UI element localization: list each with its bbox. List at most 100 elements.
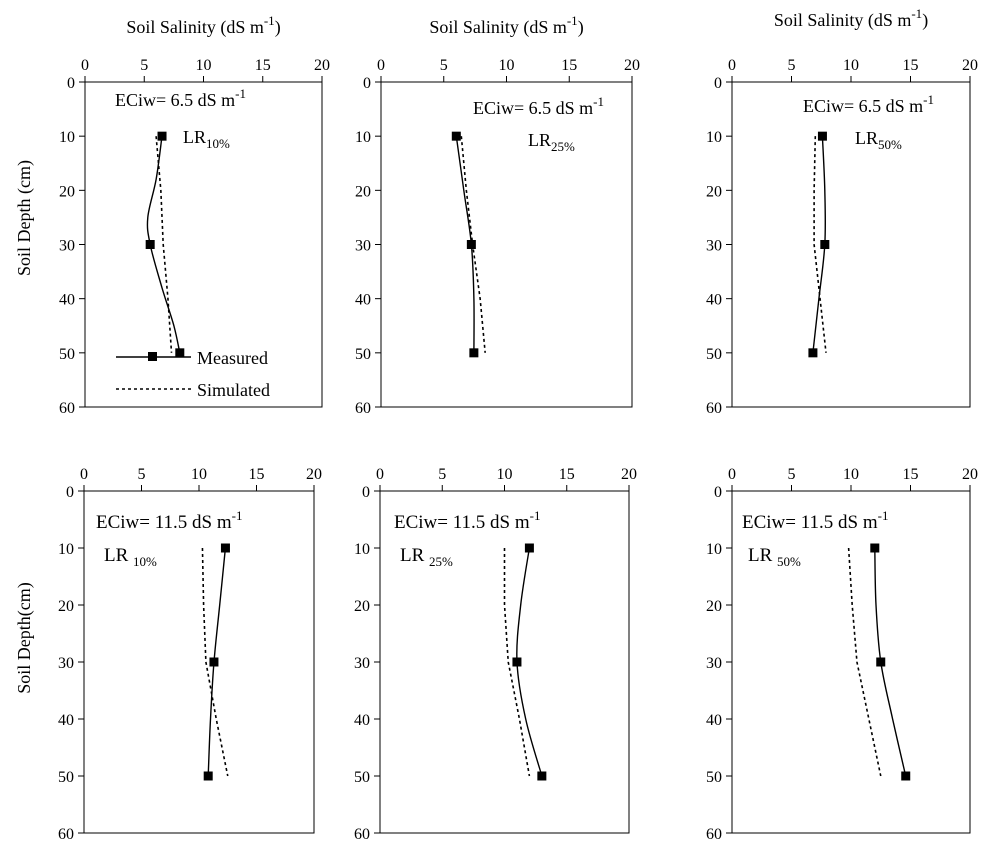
x-tick-label: 0	[728, 57, 736, 74]
y-tick-label: 10	[58, 541, 74, 558]
y-tick-label: 30	[59, 238, 75, 255]
y-tick-label: 50	[706, 769, 722, 786]
measured-point-marker	[220, 543, 230, 553]
y-tick-label: 30	[706, 655, 722, 672]
measured-point-marker	[209, 657, 219, 667]
x-tick-label: 15	[903, 466, 919, 483]
x-tick-label: 5	[138, 466, 146, 483]
simulated-series-line	[847, 547, 882, 777]
measured-point-marker	[451, 131, 461, 141]
eciw-annotation: ECiw= 6.5 dS m-1	[803, 92, 934, 116]
y-tick-label: 60	[58, 826, 74, 843]
y-tick-label: 50	[355, 346, 371, 363]
y-tick-label: 40	[354, 712, 370, 729]
simulated-series-line	[503, 548, 531, 777]
y-tick-label: 0	[67, 75, 75, 92]
panel-top-right: 0 5 10 15 20 0 10 20 30 40 50 60 Soil Salinity (dS m…	[706, 6, 978, 417]
x-tick-label: 15	[249, 466, 265, 483]
eciw-annotation: ECiw= 6.5 dS m-1	[115, 86, 246, 110]
x-tick-label: 5	[440, 57, 448, 74]
measured-point-marker	[469, 348, 479, 358]
y-tick-label: 20	[706, 598, 722, 615]
x-tick-label: 15	[255, 57, 271, 74]
eciw-annotation: ECiw= 11.5 dS m-1	[394, 508, 540, 533]
y-tick-label: 10	[355, 129, 371, 146]
x-tick-label: 5	[140, 57, 148, 74]
leaching-requirement-label: LR 25%	[400, 545, 453, 569]
eciw-annotation: ECiw= 6.5 dS m-1	[473, 94, 604, 118]
measured-point-marker	[466, 240, 476, 249]
leaching-requirement-label: LR50%	[855, 128, 902, 152]
y-tick-label: 0	[362, 484, 370, 501]
plot-frame	[731, 490, 971, 834]
measured-point-marker	[157, 131, 167, 141]
x-tick-label: 0	[376, 466, 384, 483]
x-tick-label: 5	[788, 466, 796, 483]
measured-point-marker	[524, 543, 534, 553]
leaching-requirement-label: LR 50%	[748, 545, 801, 569]
simulated-series-line	[460, 136, 486, 353]
measured-point-marker	[537, 771, 547, 781]
y-tick-label: 0	[714, 75, 722, 92]
x-tick-label: 0	[81, 57, 89, 74]
y-tick-label: 50	[706, 346, 722, 363]
y-tick-label: 20	[355, 183, 371, 200]
panel-top-left: 0 5 10 15 20 0 10 20 30 40 50 60 Soil Salinity (dS m…	[59, 13, 330, 417]
plot-frame	[379, 490, 630, 834]
y-tick-label: 60	[355, 400, 371, 417]
y-tick-label: 0	[363, 75, 371, 92]
x-tick-label: 10	[843, 57, 859, 74]
y-tick-label: 40	[706, 292, 722, 309]
x-tick-label: 0	[80, 466, 88, 483]
legend-measured-marker	[148, 352, 157, 361]
x-axis-title: Soil Salinity (dS m-1)	[126, 13, 280, 38]
y-tick-label: 20	[58, 598, 74, 615]
x-tick-label: 20	[306, 466, 322, 483]
eciw-annotation: ECiw= 11.5 dS m-1	[96, 508, 242, 533]
x-tick-label: 15	[903, 57, 919, 74]
legend-simulated-label: Simulated	[197, 380, 270, 400]
x-tick-label: 10	[191, 466, 207, 483]
x-tick-label: 20	[962, 57, 978, 74]
measured-point-marker	[817, 131, 827, 141]
y-axis-title-top: Soil Depth (cm)	[14, 160, 35, 276]
simulated-series-line	[155, 136, 173, 353]
y-tick-label: 60	[706, 400, 722, 417]
panel-bottom-right: 0 5 10 15 20 0 10 20 30 40 50 60 ECiw= 11.5 dS m-1 LR…	[706, 466, 978, 843]
y-tick-label: 10	[706, 129, 722, 146]
x-axis-title: Soil Salinity (dS m-1)	[774, 6, 928, 31]
measured-point-marker	[145, 240, 155, 249]
y-tick-label: 30	[706, 238, 722, 255]
x-tick-label: 10	[196, 57, 212, 74]
y-tick-label: 40	[59, 292, 75, 309]
panel-top-middle: 0 5 10 15 20 0 10 20 30 40 50 60 Soil Salinity (dS m…	[355, 13, 640, 417]
x-tick-label: 10	[497, 466, 513, 483]
simulated-series-line	[813, 136, 827, 353]
y-tick-label: 50	[58, 769, 74, 786]
measured-point-marker	[876, 657, 886, 667]
plot-frame	[83, 490, 315, 834]
panel-bottom-left: 0 5 10 15 20 0 10 20 30 40 50 60 ECiw= 11.5 dS m-1 LR…	[58, 466, 322, 843]
measured-point-marker	[808, 348, 818, 358]
measured-point-marker	[820, 240, 830, 249]
legend-measured-label: Measured	[197, 348, 268, 368]
y-tick-label: 10	[706, 541, 722, 558]
plot-frame	[380, 81, 633, 408]
simulated-series-line	[201, 547, 229, 777]
plot-frame	[731, 81, 971, 408]
x-tick-label: 20	[314, 57, 330, 74]
measured-point-marker	[901, 771, 911, 781]
legend: Measured Simulated	[116, 348, 270, 400]
x-tick-label: 0	[377, 57, 385, 74]
y-tick-label: 20	[354, 598, 370, 615]
leaching-requirement-label: LR10%	[183, 127, 230, 151]
x-tick-label: 20	[962, 466, 978, 483]
measured-point-marker	[203, 771, 213, 781]
y-tick-label: 20	[706, 183, 722, 200]
y-tick-label: 10	[59, 129, 75, 146]
x-tick-label: 0	[728, 466, 736, 483]
y-tick-label: 40	[355, 292, 371, 309]
x-tick-label: 15	[559, 466, 575, 483]
y-tick-label: 30	[355, 238, 371, 255]
